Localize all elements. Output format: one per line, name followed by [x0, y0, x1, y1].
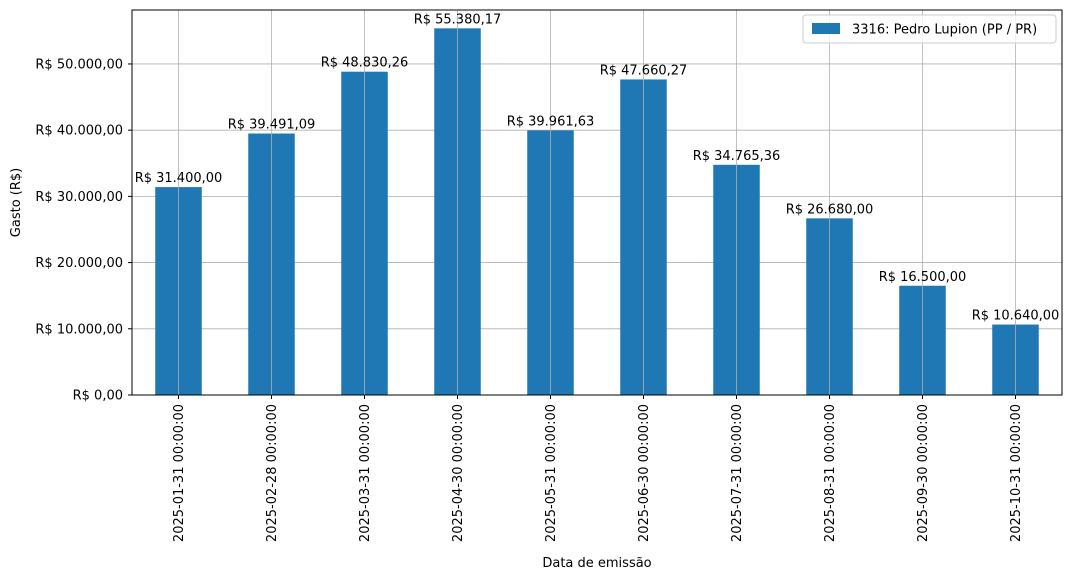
y-tick-label: R$ 0,00 [73, 389, 123, 404]
legend-swatch [812, 23, 840, 34]
x-tick-label: 2025-10-31 00:00:00 [1009, 404, 1024, 542]
x-axis-title: Data de emissão [542, 556, 651, 571]
y-tick-label: R$ 10.000,00 [35, 322, 123, 337]
bar-value-label: R$ 34.765,36 [693, 149, 781, 164]
plot-frame [131, 9, 1063, 396]
y-tick-label: R$ 30.000,00 [35, 190, 123, 205]
x-tick-label: 2025-01-31 00:00:00 [172, 404, 187, 542]
data-labels: R$ 31.400,00 R$ 39.491,09 R$ 48.830,26 R$ 5… [135, 12, 1060, 323]
grid-vertical [178, 10, 1016, 395]
bar-value-label: R$ 47.660,27 [600, 63, 688, 78]
x-tick-label: 2025-08-31 00:00:00 [823, 404, 838, 542]
legend-box [802, 14, 1057, 44]
y-axis-ticks: R$ 0,00 R$ 10.000,00 R$ 20.000,00 R$ 30.000… [35, 57, 132, 404]
x-axis-ticks: 2025-01-31 00:00:00 2025-02-28 00:00:00 20… [172, 395, 1024, 542]
bar-value-label: R$ 10.640,00 [972, 309, 1060, 324]
bar-value-label: R$ 16.500,00 [879, 270, 967, 285]
x-tick-label: 2025-04-30 00:00:00 [451, 404, 466, 542]
y-tick-label: R$ 20.000,00 [35, 256, 123, 271]
bar-value-label: R$ 48.830,26 [321, 56, 409, 71]
x-tick-label: 2025-07-31 00:00:00 [730, 404, 745, 542]
bar-value-label: R$ 39.961,63 [507, 114, 595, 129]
legend: 3316: Pedro Lupion (PP / PR) [802, 14, 1057, 44]
legend-label: 3316: Pedro Lupion (PP / PR) [852, 23, 1037, 38]
x-tick-label: 2025-02-28 00:00:00 [265, 404, 280, 542]
x-tick-label: 2025-03-31 00:00:00 [358, 404, 373, 542]
bar-value-label: R$ 31.400,00 [135, 171, 223, 186]
y-tick-label: R$ 50.000,00 [35, 57, 123, 72]
x-tick-label: 2025-05-31 00:00:00 [544, 404, 559, 542]
y-axis-title: Gasto (R$) [9, 168, 24, 237]
x-tick-label: 2025-06-30 00:00:00 [637, 404, 652, 542]
bar-value-label: R$ 55.380,17 [414, 12, 502, 27]
bar-value-label: R$ 39.491,09 [228, 118, 316, 133]
bars [155, 28, 1039, 396]
y-tick-label: R$ 40.000,00 [35, 124, 123, 139]
bar-value-label: R$ 26.680,00 [786, 202, 874, 217]
x-tick-label: 2025-09-30 00:00:00 [916, 404, 931, 542]
